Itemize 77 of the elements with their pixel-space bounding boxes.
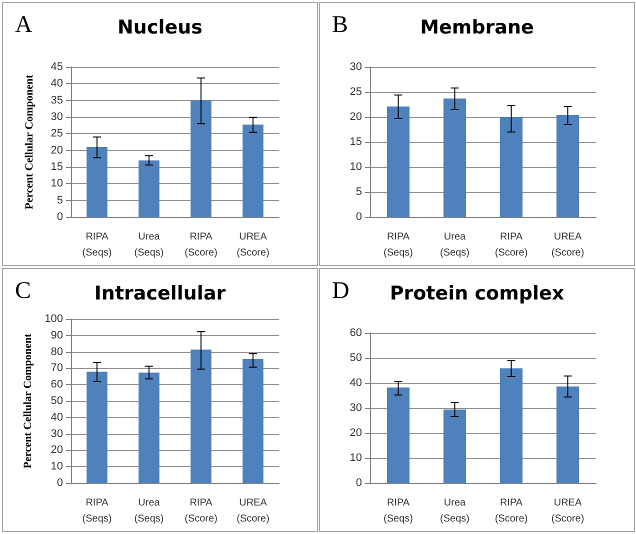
y-tick-label: 0 [356,477,362,489]
chart-title: Intracellular [94,282,226,304]
x-tick-label: UREA (Score) [236,498,270,524]
y-tick-label: 0 [56,477,63,489]
x-tick-label: RIPA (Score) [184,498,218,524]
x-tick-label: Urea (Seqs) [440,498,470,524]
y-tick-label: 30 [50,111,63,123]
x-tick-label: RIPA (Seqs) [82,232,112,258]
y-tick-label: 15 [350,136,362,148]
text: B [332,12,348,38]
bar [556,386,580,483]
y-tick-label: 45 [50,61,63,73]
y-tick-label: 10 [50,460,63,473]
y-tick-label: 80 [50,346,63,358]
y-tick-label: 0 [56,211,63,223]
text: D [332,278,350,304]
y-tick-label: 25 [50,128,63,140]
x-tick-label: UREA (Score) [551,232,584,258]
x-tick-label: RIPA (Score) [494,232,528,258]
y-tick-label: 70 [50,362,63,374]
y-tick-label: 20 [50,144,63,156]
bar [242,124,264,217]
bar [86,372,108,483]
x-tick-label: RIPA (Seqs) [384,232,413,258]
y-tick-label: 20 [350,111,362,123]
y-tick-label: 40 [350,377,362,389]
y-tick-label: 30 [350,61,362,73]
y-tick-label: 90 [50,329,63,342]
y-tick-label: 30 [350,402,362,414]
y-axis-title: Percent Cellular Component [24,74,36,210]
y-tick-label: 40 [50,411,63,424]
y-tick-label: 15 [50,161,63,173]
text: A [15,12,33,38]
y-tick-label: 50 [350,352,362,364]
bar [443,410,466,483]
bar [443,98,466,217]
x-tick-label: UREA (Score) [236,232,270,258]
y-tick-label: 10 [50,178,63,190]
y-tick-label: 25 [350,86,362,98]
x-tick-label: RIPA (Seqs) [384,498,413,524]
chart-title: Membrane [420,16,534,38]
x-tick-label: Urea (Seqs) [134,232,164,258]
y-tick-label: 10 [350,161,362,173]
x-tick-label: Urea (Seqs) [440,232,470,258]
y-tick-label: 10 [350,452,362,464]
chart-title: Nucleus [118,16,202,38]
bar [190,350,212,483]
y-tick-label: 100 [44,313,63,325]
bar [138,160,160,217]
chart-title: Protein complex [390,282,564,304]
bar [386,106,410,217]
bar [242,359,264,483]
x-tick-label: RIPA (Score) [494,498,528,524]
bar [190,100,212,217]
y-tick-label: 60 [50,378,63,391]
y-tick-label: 5 [356,186,362,198]
bar [500,117,523,217]
bar [386,388,410,483]
y-tick-label: 20 [50,444,63,456]
y-tick-label: 60 [350,327,362,339]
y-tick-label: 5 [56,194,63,206]
text: C [15,278,32,304]
bar [138,372,160,483]
y-tick-label: 50 [50,395,63,407]
x-tick-label: RIPA (Seqs) [82,498,112,524]
bar [86,147,108,217]
y-axis-title: Percent Cellular Component [22,333,34,468]
y-tick-label: 30 [50,428,63,440]
y-tick-label: 0 [356,211,362,223]
x-tick-label: Urea (Seqs) [134,498,164,524]
y-tick-label: 20 [350,427,362,439]
y-tick-label: 35 [50,94,63,106]
x-tick-label: RIPA (Score) [184,232,218,258]
x-tick-label: UREA (Score) [551,498,584,524]
bar [556,115,580,217]
bar [500,368,523,483]
y-tick-label: 40 [50,78,63,90]
